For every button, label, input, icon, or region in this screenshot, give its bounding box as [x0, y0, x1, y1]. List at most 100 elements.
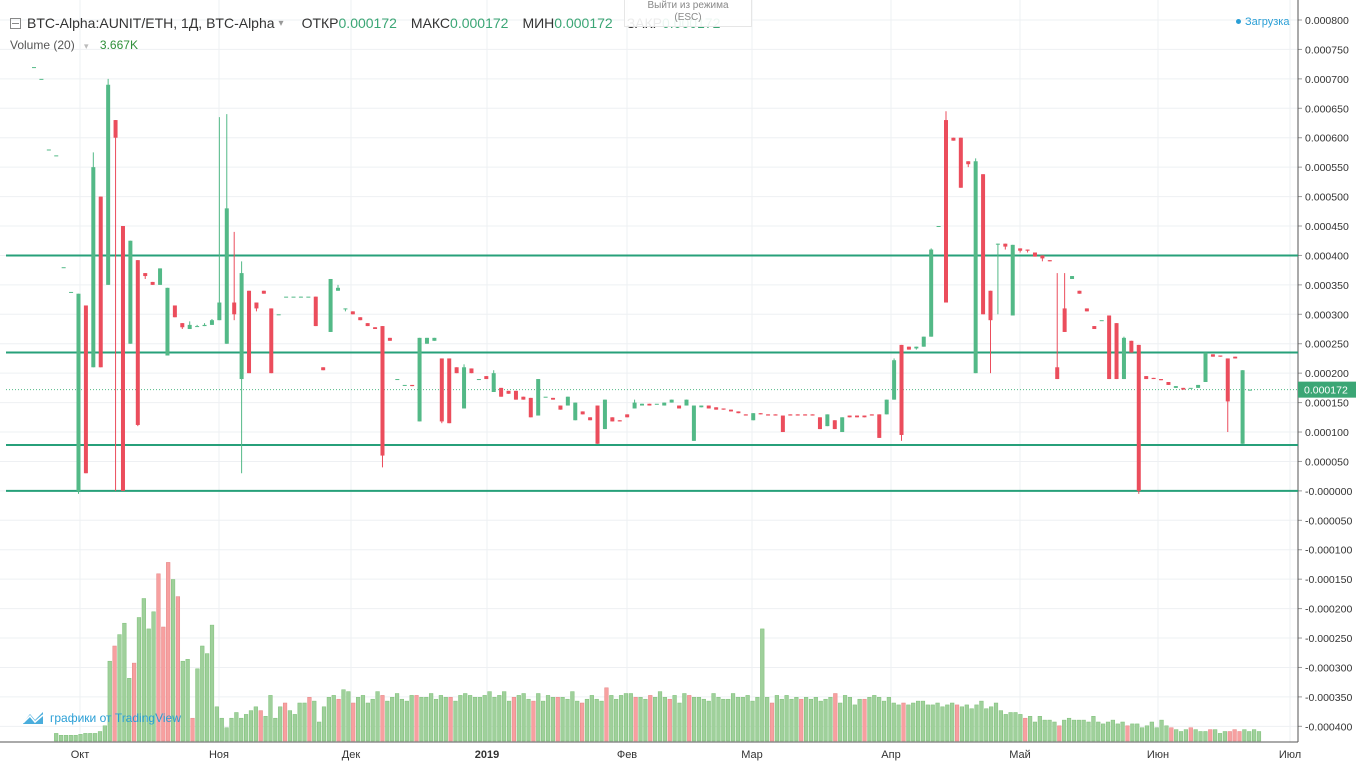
volume-bar [662, 697, 667, 742]
candle-body [684, 399, 689, 406]
candle-body [573, 402, 578, 421]
candle-body [632, 402, 637, 409]
y-tick-label: -0.000150 [1305, 574, 1352, 586]
x-tick-label: Мар [741, 749, 763, 761]
candle-body [150, 281, 155, 285]
volume-bar [833, 693, 838, 742]
volume-bar [195, 668, 200, 742]
candle-body [476, 379, 481, 381]
volume-bar [482, 695, 487, 742]
volume-bar [653, 697, 658, 742]
last-price-tag [1298, 381, 1356, 398]
candle-body [1233, 356, 1238, 359]
volume-bar [696, 697, 702, 742]
chevron-down-icon[interactable]: ▾ [278, 17, 284, 29]
volume-bar [487, 691, 492, 742]
volume-bar [862, 698, 867, 742]
volume-bar [185, 659, 190, 742]
candle-body [165, 287, 170, 356]
candle-body [358, 317, 363, 321]
volume-bar [229, 717, 234, 742]
volume-bar [1144, 725, 1150, 742]
candle-body [350, 311, 355, 315]
volume-bar [1149, 721, 1154, 742]
volume-bar [1052, 721, 1057, 742]
last-price-label: 0.000172 [1304, 385, 1348, 397]
candle-body [291, 296, 296, 298]
volume-bar [472, 697, 478, 742]
candle-body [269, 308, 274, 374]
chevron-down-icon[interactable]: ▾ [84, 41, 89, 51]
volume-bar [1071, 719, 1077, 742]
candle-body [1188, 387, 1193, 389]
candle-body [39, 78, 44, 80]
volume-bar [881, 700, 887, 742]
volume-bar [804, 697, 809, 742]
volume-bar [506, 700, 512, 742]
volume-bar [1037, 716, 1042, 742]
volume-bar [68, 735, 73, 742]
candle-body [247, 290, 252, 374]
exit-hint-line2: (ESC) [674, 12, 702, 23]
volume-bar [1003, 714, 1008, 742]
volume-bar [205, 653, 210, 742]
y-tick-label: 0.000100 [1305, 427, 1349, 439]
y-tick-label: 0.000300 [1305, 309, 1349, 321]
candle-body [669, 399, 674, 403]
volume-bar [984, 708, 989, 742]
volume-bar [399, 698, 405, 742]
volume-bar [268, 695, 273, 742]
volume-bar [750, 700, 755, 742]
volume-bar [263, 716, 268, 742]
volume-bar [219, 717, 224, 742]
candle-body [721, 408, 726, 410]
candle-body [1047, 260, 1052, 262]
volume-bar [1081, 719, 1086, 742]
x-tick-label: Май [1009, 749, 1031, 761]
volume-bar [818, 700, 823, 742]
volume-bar [78, 734, 83, 742]
volume-label[interactable]: Volume (20) [10, 38, 75, 52]
volume-bar [492, 697, 497, 742]
collapse-icon[interactable] [10, 17, 21, 29]
volume-bar [356, 697, 361, 742]
volume-bar [117, 634, 122, 742]
volume-bar [1188, 727, 1193, 742]
candle-body [1114, 323, 1119, 380]
volume-bar [170, 579, 176, 742]
tradingview-logo-icon [22, 712, 44, 724]
candle-body [224, 208, 229, 344]
candle-body [892, 360, 897, 400]
candle-body [543, 396, 548, 398]
exit-fullscreen-hint[interactable]: Выйти из режима (ESC) [624, 0, 752, 27]
candle-body [877, 414, 882, 438]
candle-body [172, 305, 177, 318]
tradingview-branding[interactable]: графики от TradingView [22, 711, 181, 725]
volume-bar [497, 695, 502, 742]
volume-bar [1023, 717, 1028, 742]
volume-bar [769, 702, 775, 742]
volume-bar [808, 698, 814, 742]
candle-body [1151, 377, 1156, 380]
candle-body [1196, 384, 1201, 388]
symbol-title[interactable]: BTC-Alpha:AUNIT/ETH, 1Д, BTC-Alpha [27, 15, 275, 31]
volume-bar [161, 626, 166, 742]
candle-body [840, 417, 845, 433]
volume-bar [511, 697, 517, 742]
candle-body [1181, 387, 1186, 390]
volume-bar [244, 714, 249, 742]
candle-body [506, 390, 511, 394]
volume-bar [180, 660, 185, 742]
volume-bar [1227, 731, 1232, 742]
y-tick-label: -0.000200 [1305, 604, 1352, 616]
y-tick-label: 0.000600 [1305, 133, 1349, 145]
volume-bar [112, 645, 117, 742]
candle-body [951, 137, 956, 141]
volume-bar [63, 735, 69, 742]
volume-bar [1101, 723, 1106, 742]
candle-body [743, 414, 748, 416]
volume-bar [248, 710, 254, 742]
candle-body [135, 260, 140, 425]
volume-bar [190, 717, 195, 742]
